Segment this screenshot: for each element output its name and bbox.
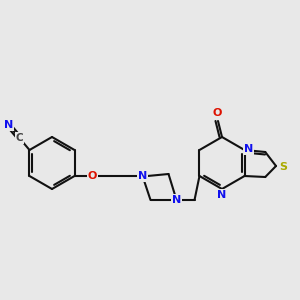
Text: O: O [212,108,222,118]
Text: N: N [218,190,226,200]
Text: N: N [172,195,181,205]
Text: N: N [244,144,253,154]
Text: N: N [4,121,14,130]
Text: O: O [88,171,97,181]
Text: S: S [279,162,287,172]
Text: C: C [15,133,23,143]
Text: N: N [138,171,147,181]
